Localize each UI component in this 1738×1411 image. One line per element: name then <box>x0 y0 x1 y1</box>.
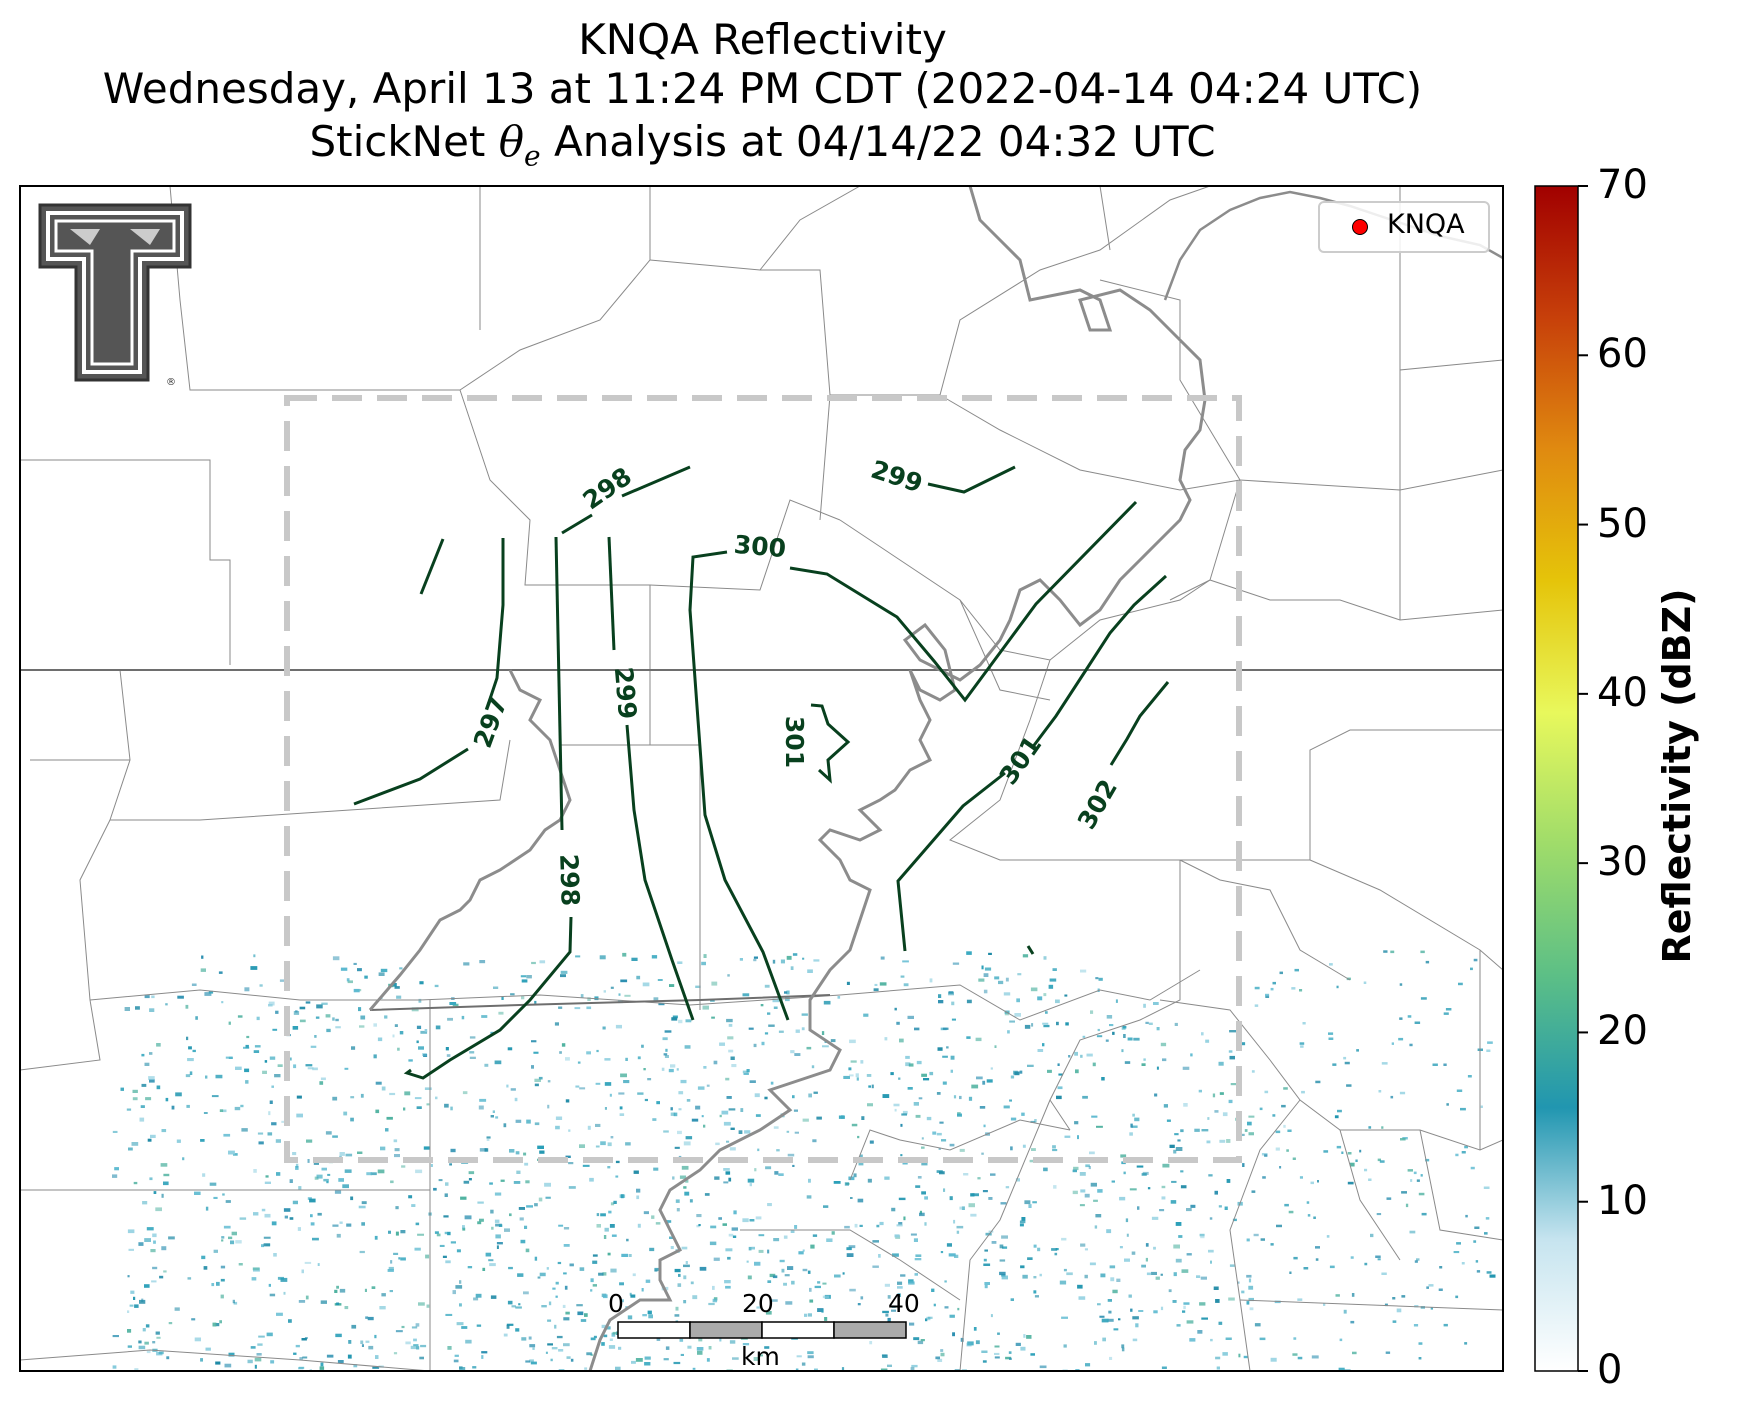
colorbar-tick-label: 70 <box>1597 162 1648 208</box>
map-subtitle-analysis: StickNet θe Analysis at 04/14/22 04:32 U… <box>309 117 1216 173</box>
scale-tick-label: 40 <box>888 1289 920 1318</box>
contour-label: 298 <box>578 462 637 516</box>
colorbar-tick-label: 10 <box>1597 1177 1648 1224</box>
contour-301 <box>810 703 851 784</box>
contour-302 <box>1109 681 1170 766</box>
scale-unit-label: km <box>741 1342 780 1371</box>
colorbar-tick-label: 50 <box>1597 500 1648 547</box>
colorbar-tick-label: 30 <box>1597 839 1648 886</box>
scale-tick-label: 20 <box>742 1289 774 1318</box>
contour-labels: 297 298 298 299 299 300 301 301 302 <box>468 455 1123 907</box>
contour-299 <box>607 536 616 651</box>
contour-label: 299 <box>609 666 642 721</box>
radar-site-marker <box>1352 219 1368 235</box>
contour-299 <box>625 724 695 1021</box>
contour-298 <box>554 536 564 831</box>
colorbar-tick-label: 0 <box>1597 1347 1623 1393</box>
contour-label: 302 <box>1072 774 1123 834</box>
contour-297 <box>353 747 469 806</box>
legend: KNQA <box>1318 201 1490 253</box>
contour-301 <box>896 771 1006 952</box>
contour-299 <box>927 465 1016 494</box>
contour-300 <box>789 500 1138 703</box>
scale-bar <box>617 1321 907 1339</box>
contour-label: 299 <box>868 455 927 499</box>
radar-echoes <box>112 950 1496 1371</box>
contour-label: 301 <box>780 716 809 768</box>
map-frame <box>19 185 1504 1372</box>
colorbar-title: Reflectivity (dBZ) <box>1655 588 1699 964</box>
river-line-west <box>368 669 572 1011</box>
colorbar-tick-label: 60 <box>1597 331 1648 378</box>
svg-text:®: ® <box>166 377 176 388</box>
contour-297 <box>486 538 505 706</box>
analysis-domain-box <box>284 395 1242 1163</box>
contour-298 <box>403 916 573 1080</box>
colorbar-tick-label: 40 <box>1597 669 1648 716</box>
colorbar-tick-label: 20 <box>1597 1008 1648 1055</box>
contour-label: 298 <box>554 853 585 906</box>
theta-e-contours <box>353 465 1170 1080</box>
contour-label: 297 <box>468 693 513 752</box>
map-title: KNQA Reflectivity <box>578 15 947 64</box>
state-boundaries <box>20 669 1503 1011</box>
contour-297 <box>419 538 445 595</box>
contour-301 <box>1030 574 1168 749</box>
colorbar <box>1534 185 1588 1372</box>
contour-298 <box>561 513 593 535</box>
legend-label: KNQA <box>1387 209 1465 240</box>
contour-label: 300 <box>733 530 788 563</box>
river-line <box>588 186 1207 1371</box>
texas-tech-logo: ® <box>38 203 192 388</box>
scale-tick-label: 0 <box>608 1289 624 1318</box>
county-boundaries <box>20 186 1503 1371</box>
contour-300 <box>688 550 790 1021</box>
contour-298 <box>621 465 691 498</box>
contour-301 <box>1026 945 1035 955</box>
map-subtitle-time: Wednesday, April 13 at 11:24 PM CDT (202… <box>102 64 1423 113</box>
